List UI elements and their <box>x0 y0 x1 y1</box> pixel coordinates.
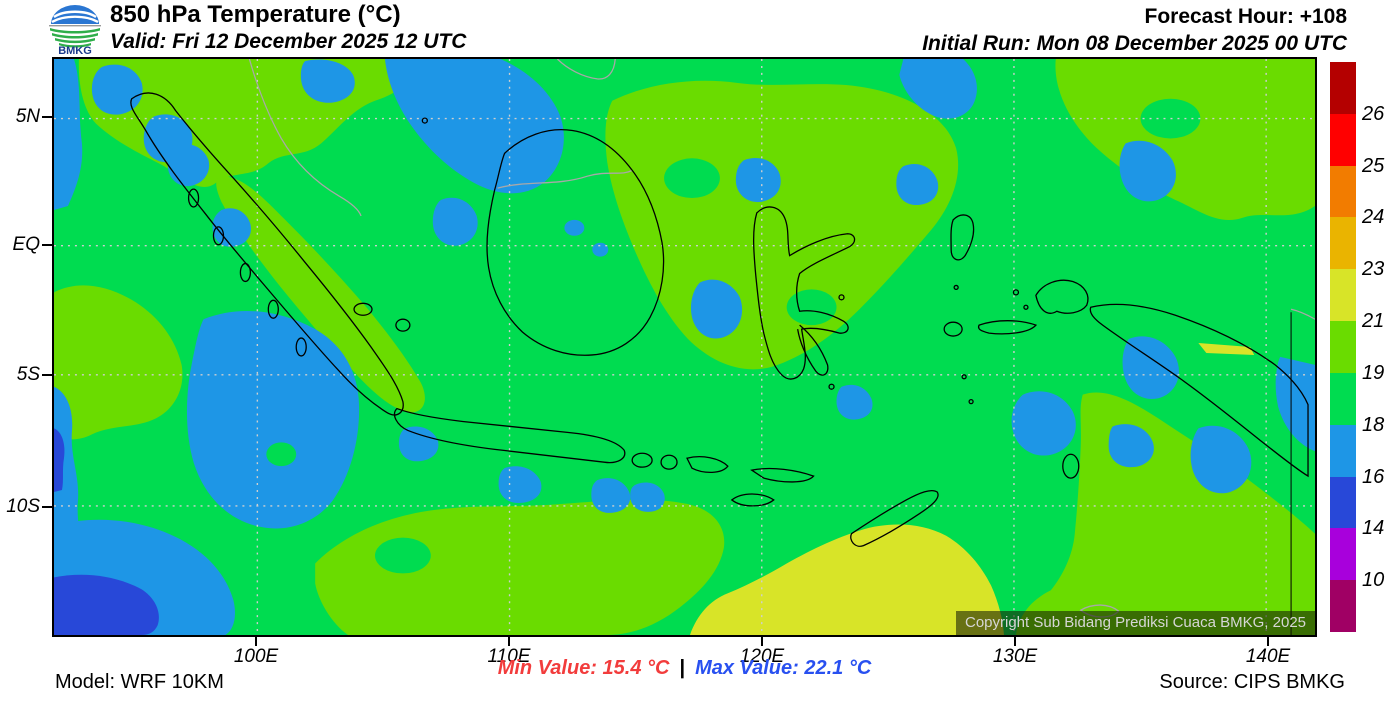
lon-tick-mark <box>761 637 763 646</box>
colorbar-tick-label: 19 <box>1362 361 1385 384</box>
graticule <box>54 59 1315 635</box>
colorbar-tick-label: 24 <box>1362 206 1385 229</box>
logo-cloud <box>51 5 99 24</box>
lat-tick-mark <box>42 506 52 508</box>
lat-tick-mark <box>42 374 52 376</box>
lat-tick-label: 10S <box>6 496 40 517</box>
colorbar-segment <box>1330 528 1356 581</box>
temperature-field-svg <box>54 59 1315 635</box>
bmkg-logo: BMKG <box>49 5 101 55</box>
coastlines <box>130 92 1309 635</box>
lat-tick-mark <box>42 116 52 118</box>
colorbar-tick-label: 21 <box>1362 310 1385 333</box>
lat-tick-mark <box>42 244 52 246</box>
colorbar-segment <box>1330 580 1356 632</box>
copyright-overlay: Copyright Sub Bidang Prediksi Cuaca BMKG… <box>955 611 1315 635</box>
colorbar-segment <box>1330 217 1356 270</box>
field-14-16 <box>54 428 159 635</box>
colorbar-segment <box>1330 476 1356 529</box>
max-value-label: Max Value: 22.1 °C <box>695 657 872 679</box>
colorbar-segment <box>1330 113 1356 166</box>
forecast-hour-label: Forecast Hour: +108 <box>1144 5 1348 28</box>
colorbar-segment <box>1330 424 1356 477</box>
page-title: 850 hPa Temperature (°C) <box>110 1 401 28</box>
field-16-18 <box>54 59 1315 635</box>
lon-tick-mark <box>255 637 257 646</box>
lon-tick-mark <box>1014 637 1016 646</box>
lon-tick-mark <box>508 637 510 646</box>
field-19-21 <box>54 59 1315 635</box>
colorbar-segment <box>1330 372 1356 425</box>
colorbar-tick-label: 25 <box>1362 154 1385 177</box>
colorbar-segment <box>1330 165 1356 218</box>
temperature-colorbar <box>1330 62 1356 632</box>
colorbar-tick-label: 23 <box>1362 258 1385 281</box>
colorbar-segment <box>1330 321 1356 373</box>
valid-time-label: Valid: Fri 12 December 2025 12 UTC <box>110 30 467 53</box>
colorbar-segment <box>1330 269 1356 322</box>
colorbar-tick-label: 14 <box>1362 517 1385 540</box>
colorbar-tick-label: 16 <box>1362 465 1385 488</box>
map-area: Copyright Sub Bidang Prediksi Cuaca BMKG… <box>52 57 1317 637</box>
minmax-separator: | <box>679 657 686 679</box>
lon-tick-mark <box>1267 637 1269 646</box>
colorbar-tick-label: 26 <box>1362 102 1385 125</box>
lat-tick-label: 5S <box>16 364 40 385</box>
lat-tick-label: EQ <box>12 234 40 255</box>
foreign-borders <box>248 59 1315 618</box>
logo-waves <box>50 28 100 48</box>
field-21-23 <box>689 343 1255 635</box>
colorbar-segment <box>1330 62 1356 114</box>
lat-tick-label: 5N <box>15 106 40 127</box>
source-label: Source: CIPS BMKG <box>1159 671 1345 693</box>
model-label: Model: WRF 10KM <box>55 671 224 693</box>
colorbar-tick-label: 10 <box>1362 569 1385 592</box>
colorbar-tick-label: 18 <box>1362 413 1385 436</box>
min-value-label: Min Value: 15.4 °C <box>497 657 670 679</box>
minmax-row: Min Value: 15.4 °C | Max Value: 22.1 °C <box>52 656 1317 680</box>
initial-run-label: Initial Run: Mon 08 December 2025 00 UTC <box>922 32 1347 55</box>
logo-text: BMKG <box>58 45 92 55</box>
